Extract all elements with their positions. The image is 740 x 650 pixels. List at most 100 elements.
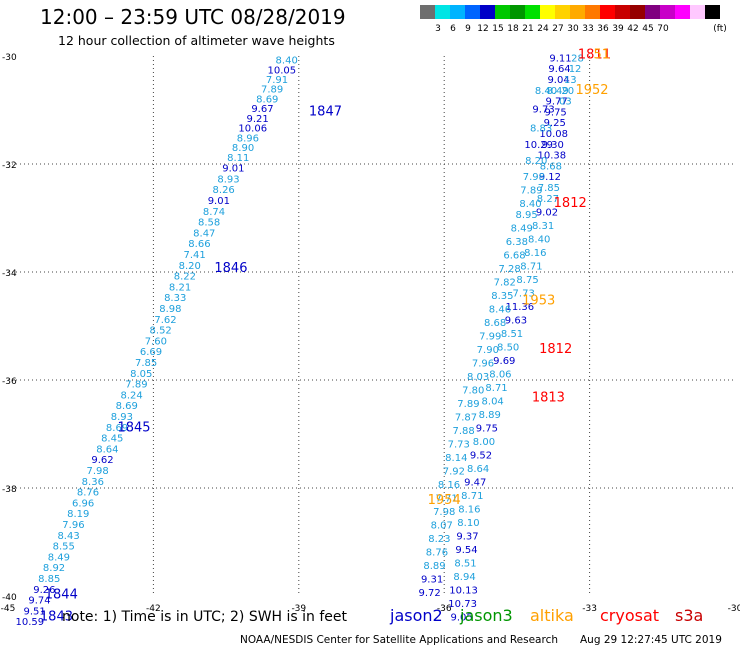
wave-height-value: 9.01 (208, 196, 230, 207)
wave-height-value: 8.20 (525, 156, 547, 167)
colorbar-label: 24 (537, 24, 549, 34)
colorbar-label: 21 (522, 24, 533, 34)
wave-height-value: 8.74 (203, 207, 225, 218)
wave-height-value: 7.80 (462, 386, 484, 397)
wave-height-value: 8.69 (106, 423, 128, 434)
footnote: note: 1) Time is in UTC; 2) SWH is in fe… (62, 609, 348, 625)
colorbar-label: 12 (477, 24, 488, 34)
y-tick-label: -32 (2, 161, 17, 171)
wave-height-value: 7.99 (479, 332, 501, 343)
wave-height-value: 8.11 (227, 153, 249, 164)
wave-height-value: 6.96 (72, 498, 94, 509)
colorbar-label: 70 (657, 24, 669, 34)
x-tick-label: -39 (291, 604, 306, 614)
wave-height-value: 7.98 (87, 466, 109, 477)
wave-height-value: 8.71 (461, 491, 483, 502)
wave-height-value: 8.83 (530, 124, 552, 135)
colorbar-label: 36 (597, 24, 609, 34)
wave-height-value: 7.96 (62, 520, 84, 531)
wave-height-value: 8.64 (96, 444, 118, 455)
wave-height-value: 9.37 (456, 531, 478, 542)
pass-time-label: 1812 (554, 196, 587, 211)
colorbar-swatch (585, 5, 600, 19)
wave-height-value: 8.76 (77, 488, 99, 499)
y-tick-label: -36 (2, 377, 17, 387)
wave-height-value: 9.77 (546, 97, 568, 108)
wave-height-value: 8.96 (237, 133, 259, 144)
wave-height-value: 28 (571, 53, 584, 64)
wave-height-value: 8.16 (438, 480, 460, 491)
wave-height-value: 8.93 (111, 412, 133, 423)
wave-height-value: 8.89 (423, 561, 445, 572)
wave-height-value: 9.26 (33, 585, 55, 596)
colorbar-swatch (615, 5, 630, 19)
colorbar-swatch (450, 5, 465, 19)
wave-height-value: 7.92 (443, 467, 465, 478)
x-tick-label: -30 (728, 604, 740, 614)
pass-time-label: 1812 (539, 342, 572, 357)
wave-height-value: 10.05 (268, 65, 297, 76)
colorbar-label: 30 (567, 24, 579, 34)
wave-height-value: 8.22 (174, 272, 196, 283)
credit-line: NOAA/NESDIS Center for Satellite Applica… (240, 634, 558, 646)
wave-height-value: 7.41 (183, 250, 205, 261)
legend-altika-label: altika (530, 606, 574, 625)
wave-height-value: 7.85 (135, 358, 157, 369)
x-tick-label: -36 (437, 604, 452, 614)
wave-height-value: 8.40 (535, 86, 557, 97)
wave-height-value: 8.69 (116, 401, 138, 412)
wave-height-value: 9.54 (455, 545, 477, 556)
x-tick-label: -33 (582, 604, 597, 614)
pass-time-label: 1811 (578, 48, 611, 63)
wave-height-value: 9.47 (464, 477, 486, 488)
colorbar-label: 42 (627, 24, 638, 34)
wave-height-value: 8.05 (130, 369, 152, 380)
wave-height-value: 9.75 (545, 107, 567, 118)
legend-altika: altika (530, 606, 574, 625)
colorbar-swatch (645, 5, 660, 19)
wave-height-value: 8.92 (43, 563, 65, 574)
wave-height-value: 8.50 (497, 342, 519, 353)
wave-height-value: 9.02 (536, 207, 558, 218)
colorbar-label: 3 (435, 24, 441, 34)
wave-height-value: 9.52 (470, 450, 492, 461)
wave-height-value: 20 (561, 86, 574, 97)
wave-height-value: 8.49 (511, 224, 533, 235)
pass-time-label: 1844 (45, 588, 78, 603)
legend-jason3: jason3 (460, 606, 513, 625)
y-tick-label: -30 (2, 53, 17, 63)
wave-height-value: 10.08 (539, 129, 568, 140)
colorbar-swatch (480, 5, 495, 19)
wave-height-value: 9.75 (476, 423, 498, 434)
y-tick-label: -40 (2, 593, 17, 603)
y-tick-label: -38 (2, 485, 17, 495)
wave-height-value: 7.71 (435, 494, 457, 505)
wave-height-value: 8.40 (528, 234, 550, 245)
wave-height-value: 10.06 (238, 124, 267, 135)
x-tick-label: -45 (1, 604, 16, 614)
wave-height-value: 8.24 (120, 390, 142, 401)
wave-height-value: 9.64 (548, 64, 570, 75)
colorbar-swatch (705, 5, 720, 19)
pass-time-label: 1952 (575, 83, 608, 98)
wave-height-value: 8.69 (256, 94, 278, 105)
wave-height-value: 7.88 (452, 426, 474, 437)
wave-height-value: 8.21 (169, 282, 191, 293)
wave-height-value: 9.31 (421, 575, 443, 586)
pass-time-label: 1954 (428, 493, 461, 508)
wave-height-value: 8.40 (519, 199, 541, 210)
wave-height-value: 9.72 (419, 588, 441, 599)
pass-time-label: 1845 (117, 420, 150, 435)
wave-height-value: 8.71 (485, 383, 507, 394)
legend-cryosat-label: cryosat (600, 606, 660, 625)
colorbar-label: 18 (507, 24, 519, 34)
wave-height-value: 10.13 (449, 585, 478, 596)
colorbar-swatch (510, 5, 525, 19)
wave-height-value: 8.20 (179, 261, 201, 272)
wave-height-value: 7.98 (433, 507, 455, 518)
wave-height-value: 8.64 (467, 464, 489, 475)
wave-height-value: 8.45 (101, 434, 123, 445)
y-tick-label: -34 (2, 269, 17, 279)
colorbar-swatch (630, 5, 645, 19)
wave-height-value: 7.62 (154, 315, 176, 326)
